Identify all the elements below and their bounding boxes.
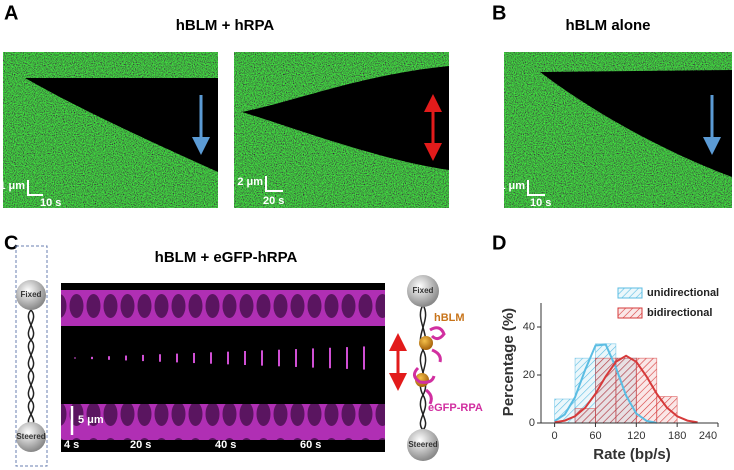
- y-tick-label: 20: [523, 369, 535, 381]
- legend-label: bidirectional: [647, 307, 712, 319]
- scale-label: 2 μm: [237, 176, 263, 188]
- kymograph: 1 μm 10 s: [0, 52, 218, 209]
- x-tick-label: 60: [589, 430, 601, 442]
- kymograph: 2 μm 20 s: [234, 52, 449, 208]
- schematic-right: Fixed Steered hBLM eGFP-RPA: [389, 275, 483, 461]
- bar: [656, 396, 678, 424]
- y-tick-label: 40: [523, 321, 535, 333]
- time-label: 4 s: [64, 439, 79, 451]
- legend-label: unidirectional: [647, 287, 719, 299]
- kymograph: 1 μm 10 s: [499, 52, 732, 209]
- protein-label: hBLM: [434, 312, 465, 324]
- bar: [615, 357, 637, 424]
- legend-swatch: [617, 287, 643, 299]
- panel-letter: A: [4, 2, 18, 24]
- fit-curve: [554, 343, 657, 424]
- y-axis-label: Percentage (%): [500, 308, 517, 416]
- bead-label: Steered: [408, 440, 437, 449]
- scale-label: 1 μm: [0, 180, 25, 192]
- legend-swatch: [617, 307, 643, 319]
- x-axis-label: Rate (bp/s): [593, 446, 671, 463]
- panel-letter: B: [492, 2, 506, 24]
- bar: [574, 408, 596, 424]
- protein-label: eGFP-RPA: [428, 402, 483, 414]
- panel-title: hBLM alone: [566, 17, 651, 34]
- time-label: 20 s: [130, 439, 151, 451]
- scale-label: 10 s: [530, 197, 551, 209]
- bead-label: Steered: [16, 432, 45, 441]
- kymograph: 5 μm 4 s 20 s 40 s 60 s: [61, 283, 385, 452]
- scale-label: 10 s: [40, 197, 61, 209]
- panel-letter: D: [492, 232, 506, 254]
- x-tick-label: 120: [627, 430, 645, 442]
- panel-title: hBLM + hRPA: [176, 17, 275, 34]
- y-tick-label: 0: [529, 417, 535, 429]
- bead-label: Fixed: [413, 286, 434, 295]
- scale-label: 20 s: [263, 195, 284, 207]
- time-label: 60 s: [300, 439, 321, 451]
- x-tick-label: 240: [699, 430, 717, 442]
- panel-title: hBLM + eGFP-hRPA: [155, 249, 298, 266]
- fit-curve: [554, 354, 698, 424]
- bead-label: Fixed: [21, 290, 42, 299]
- time-label: 40 s: [215, 439, 236, 451]
- schematic-left: Fixed Steered: [15, 245, 48, 467]
- scale-label: 1 μm: [499, 180, 525, 192]
- scale-label: 5 μm: [78, 414, 104, 426]
- x-tick-label: 180: [668, 430, 686, 442]
- x-tick-label: 0: [552, 430, 558, 442]
- panel-letter: C: [4, 232, 18, 254]
